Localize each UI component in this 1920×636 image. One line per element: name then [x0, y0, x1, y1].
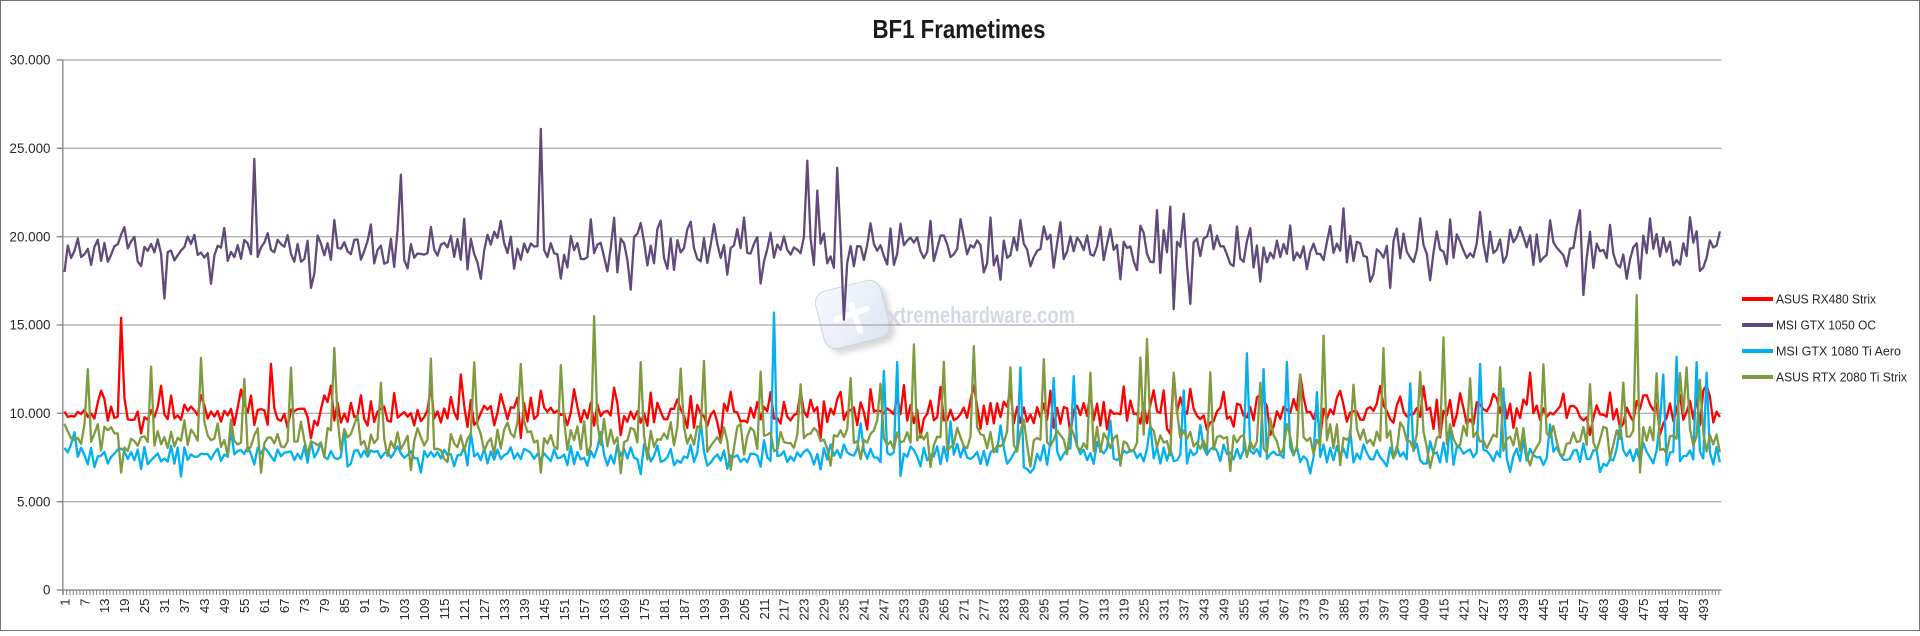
svg-text:409: 409 — [1416, 599, 1431, 621]
svg-text:49: 49 — [217, 599, 232, 614]
svg-text:337: 337 — [1177, 599, 1192, 621]
svg-text:241: 241 — [857, 599, 872, 621]
svg-text:379: 379 — [1316, 599, 1331, 621]
svg-text:79: 79 — [317, 599, 332, 614]
svg-text:157: 157 — [577, 599, 592, 621]
svg-text:30.000: 30.000 — [10, 53, 51, 68]
svg-text:433: 433 — [1496, 599, 1511, 621]
svg-text:163: 163 — [597, 599, 612, 621]
svg-text:tremehardware.com: tremehardware.com — [900, 302, 1075, 328]
svg-text:61: 61 — [257, 599, 272, 614]
svg-text:20.000: 20.000 — [10, 229, 51, 244]
svg-text:493: 493 — [1696, 599, 1711, 621]
svg-text:349: 349 — [1216, 599, 1231, 621]
svg-text:325: 325 — [1137, 599, 1152, 621]
svg-text:283: 283 — [997, 599, 1012, 621]
svg-text:187: 187 — [677, 599, 692, 621]
svg-text:343: 343 — [1196, 599, 1211, 621]
svg-text:133: 133 — [497, 599, 512, 621]
svg-text:7: 7 — [77, 599, 92, 606]
svg-text:415: 415 — [1436, 599, 1451, 621]
svg-text:115: 115 — [437, 599, 452, 620]
svg-text:367: 367 — [1276, 599, 1291, 621]
svg-text:427: 427 — [1476, 599, 1491, 621]
svg-text:55: 55 — [237, 599, 252, 614]
svg-text:481: 481 — [1656, 599, 1671, 621]
svg-text:91: 91 — [357, 599, 372, 614]
svg-text:ASUS RX480 Strix: ASUS RX480 Strix — [1776, 292, 1876, 307]
svg-text:373: 373 — [1296, 599, 1311, 621]
svg-text:271: 271 — [957, 599, 972, 621]
svg-text:85: 85 — [337, 599, 352, 614]
svg-text:319: 319 — [1117, 599, 1132, 621]
svg-text:97: 97 — [377, 599, 392, 614]
svg-text:103: 103 — [397, 599, 412, 621]
svg-text:301: 301 — [1057, 599, 1072, 621]
svg-text:313: 313 — [1097, 599, 1112, 621]
svg-text:295: 295 — [1037, 599, 1052, 621]
svg-text:175: 175 — [637, 599, 652, 621]
svg-text:253: 253 — [897, 599, 912, 621]
svg-text:43: 43 — [197, 599, 212, 614]
svg-text:1: 1 — [57, 599, 72, 606]
svg-text:247: 247 — [877, 599, 892, 621]
svg-text:0: 0 — [43, 583, 50, 598]
svg-text:355: 355 — [1236, 599, 1251, 621]
svg-text:469: 469 — [1616, 599, 1631, 621]
svg-text:MSI GTX 1050 OC: MSI GTX 1050 OC — [1776, 318, 1876, 333]
svg-text:10.000: 10.000 — [10, 406, 51, 421]
svg-text:169: 169 — [617, 599, 632, 621]
svg-text:211: 211 — [757, 599, 772, 620]
svg-text:265: 265 — [937, 599, 952, 621]
svg-text:451: 451 — [1556, 599, 1571, 621]
svg-text:205: 205 — [737, 599, 752, 621]
svg-text:5.000: 5.000 — [17, 494, 51, 509]
svg-text:145: 145 — [537, 599, 552, 621]
svg-text:397: 397 — [1376, 599, 1391, 621]
svg-text:25: 25 — [137, 599, 152, 614]
svg-text:361: 361 — [1256, 599, 1271, 621]
svg-text:139: 139 — [517, 599, 532, 621]
svg-text:403: 403 — [1396, 599, 1411, 621]
svg-text:259: 259 — [917, 599, 932, 621]
svg-text:151: 151 — [557, 599, 572, 621]
svg-text:73: 73 — [297, 599, 312, 614]
svg-text:421: 421 — [1456, 599, 1471, 621]
svg-text:445: 445 — [1536, 599, 1551, 621]
svg-text:223: 223 — [797, 599, 812, 621]
svg-text:25.000: 25.000 — [10, 141, 51, 156]
svg-text:37: 37 — [177, 599, 192, 614]
svg-text:MSI GTX 1080 Ti Aero: MSI GTX 1080 Ti Aero — [1776, 344, 1901, 359]
svg-text:109: 109 — [417, 599, 432, 621]
svg-text:BF1 Frametimes: BF1 Frametimes — [873, 14, 1046, 44]
svg-text:181: 181 — [657, 599, 672, 621]
svg-text:439: 439 — [1516, 599, 1531, 621]
svg-text:463: 463 — [1596, 599, 1611, 621]
svg-text:217: 217 — [777, 599, 792, 621]
svg-text:289: 289 — [1017, 599, 1032, 621]
svg-text:ASUS RTX 2080 Ti Strix: ASUS RTX 2080 Ti Strix — [1776, 370, 1907, 385]
svg-text:475: 475 — [1636, 599, 1651, 621]
svg-text:307: 307 — [1077, 599, 1092, 621]
svg-text:13: 13 — [97, 599, 112, 614]
svg-text:193: 193 — [697, 599, 712, 621]
svg-text:127: 127 — [477, 599, 492, 621]
svg-text:31: 31 — [157, 599, 172, 614]
svg-text:19: 19 — [117, 599, 132, 614]
svg-text:457: 457 — [1576, 599, 1591, 621]
svg-text:385: 385 — [1336, 599, 1351, 621]
svg-text:487: 487 — [1676, 599, 1691, 621]
svg-text:229: 229 — [817, 599, 832, 621]
svg-text:331: 331 — [1157, 599, 1172, 621]
svg-text:235: 235 — [837, 599, 852, 621]
svg-text:277: 277 — [977, 599, 992, 621]
svg-text:199: 199 — [717, 599, 732, 621]
svg-text:15.000: 15.000 — [10, 318, 51, 333]
svg-text:x: x — [886, 301, 901, 331]
svg-text:391: 391 — [1356, 599, 1371, 621]
svg-text:121: 121 — [457, 599, 472, 621]
svg-text:67: 67 — [277, 599, 292, 614]
